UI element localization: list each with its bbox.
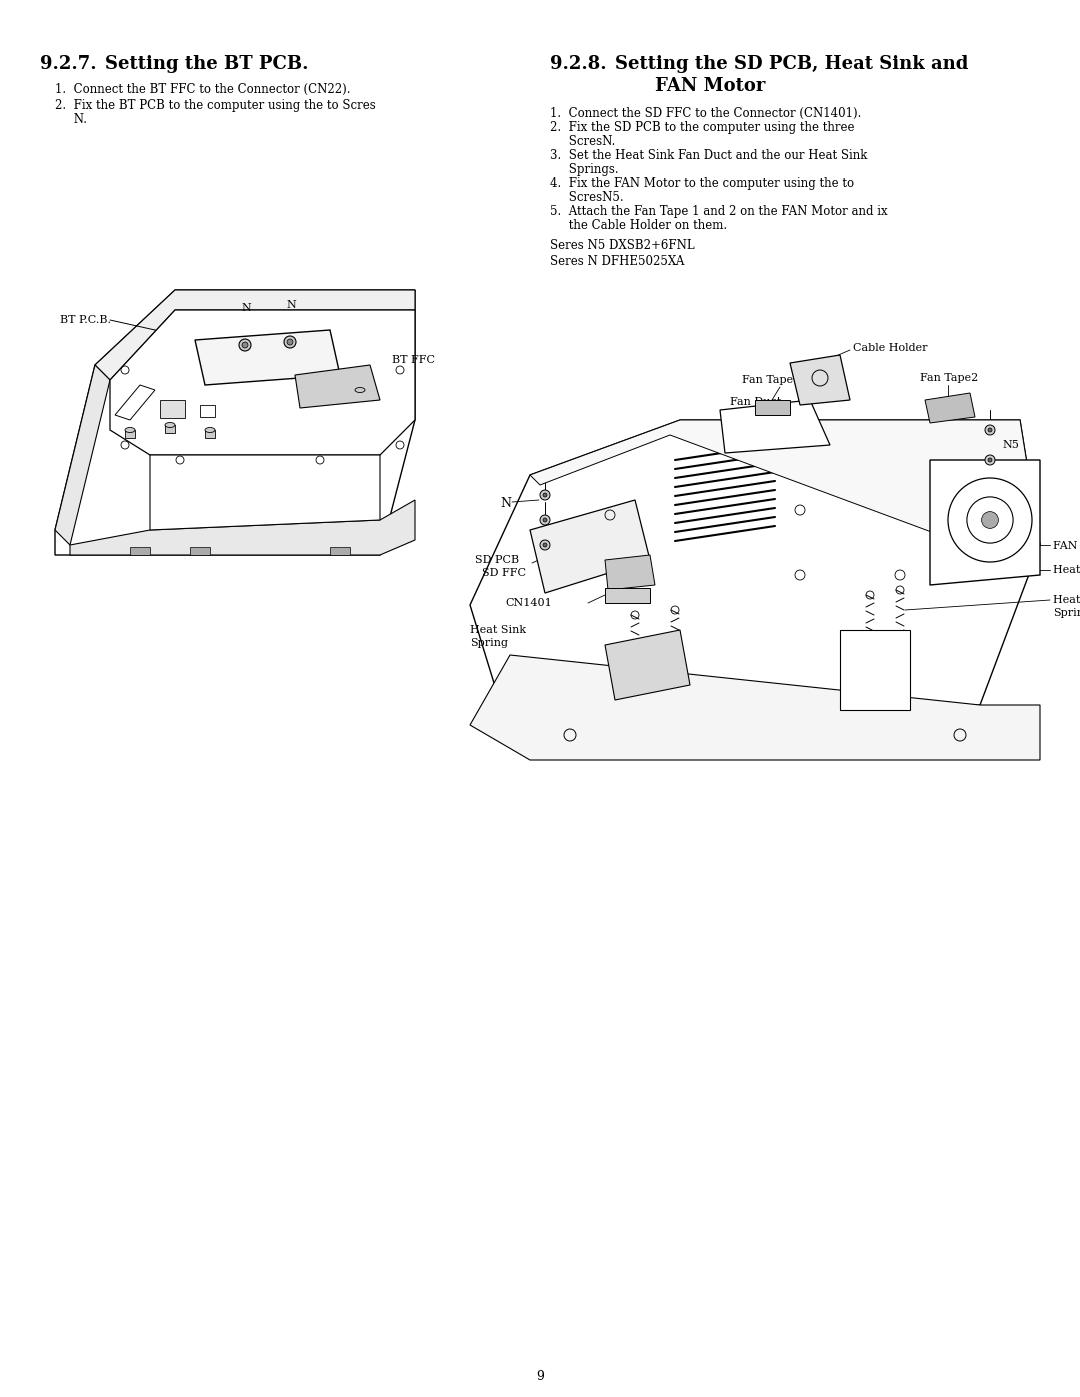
Text: Spring: Spring — [470, 638, 508, 648]
Circle shape — [988, 427, 993, 432]
Text: N5: N5 — [1002, 440, 1018, 450]
Polygon shape — [114, 386, 156, 420]
Text: Heat Sink: Heat Sink — [1053, 595, 1080, 605]
Polygon shape — [530, 500, 650, 592]
Circle shape — [540, 541, 550, 550]
Circle shape — [988, 458, 993, 462]
Circle shape — [239, 339, 251, 351]
Ellipse shape — [355, 387, 365, 393]
Text: Setting the SD PCB, Heat Sink and: Setting the SD PCB, Heat Sink and — [615, 54, 969, 73]
Bar — [130, 548, 150, 555]
Circle shape — [543, 493, 546, 497]
Bar — [165, 425, 175, 433]
Circle shape — [982, 511, 998, 528]
Text: Fan Tape1: Fan Tape1 — [742, 374, 800, 386]
Text: 2.  Fix the BT PCB to the computer using the to Scres: 2. Fix the BT PCB to the computer using … — [55, 99, 376, 112]
Text: Fan Duct: Fan Duct — [730, 397, 781, 407]
Bar — [355, 390, 365, 398]
Bar — [200, 405, 215, 416]
Text: 9: 9 — [536, 1370, 544, 1383]
Circle shape — [540, 490, 550, 500]
Polygon shape — [789, 355, 850, 405]
Text: BT P.C.B.: BT P.C.B. — [60, 314, 111, 326]
Text: Heat Sink: Heat Sink — [1053, 564, 1080, 576]
Polygon shape — [295, 365, 380, 408]
Text: SD FFC: SD FFC — [482, 569, 526, 578]
Polygon shape — [95, 291, 415, 380]
Text: N.: N. — [55, 113, 87, 126]
Bar — [190, 548, 210, 555]
Polygon shape — [470, 420, 1040, 735]
Text: SD PCB: SD PCB — [475, 555, 519, 564]
Polygon shape — [530, 420, 1040, 550]
Ellipse shape — [125, 427, 135, 433]
Polygon shape — [605, 630, 690, 700]
Bar — [840, 630, 910, 710]
Text: Seres N DFHE5025XA: Seres N DFHE5025XA — [550, 256, 685, 268]
Text: 1.  Connect the BT FFC to the Connector (CN22).: 1. Connect the BT FFC to the Connector (… — [55, 82, 351, 96]
Circle shape — [543, 518, 546, 522]
Text: Spring: Spring — [1053, 608, 1080, 617]
Polygon shape — [605, 555, 654, 590]
Polygon shape — [470, 655, 1040, 760]
Text: the Cable Holder on them.: the Cable Holder on them. — [550, 219, 727, 232]
Polygon shape — [55, 291, 415, 555]
Text: Fan Tape2: Fan Tape2 — [920, 373, 978, 383]
Bar — [755, 400, 789, 415]
Bar — [205, 430, 215, 439]
Text: ScresN5.: ScresN5. — [550, 191, 623, 204]
Text: N: N — [500, 497, 511, 510]
Text: 5.  Attach the Fan Tape 1 and 2 on the FAN Motor and ix: 5. Attach the Fan Tape 1 and 2 on the FA… — [550, 205, 888, 218]
Polygon shape — [110, 310, 415, 455]
Polygon shape — [930, 460, 1040, 585]
Text: Springs.: Springs. — [550, 163, 619, 176]
Bar — [125, 430, 135, 439]
Text: BT FFC: BT FFC — [392, 355, 435, 365]
Bar — [605, 588, 650, 604]
Circle shape — [242, 342, 248, 348]
Circle shape — [540, 515, 550, 525]
Ellipse shape — [205, 427, 215, 433]
Polygon shape — [150, 455, 380, 529]
Polygon shape — [720, 400, 831, 453]
Text: 1.  Connect the SD FFC to the Connector (CN1401).: 1. Connect the SD FFC to the Connector (… — [550, 108, 862, 120]
Polygon shape — [195, 330, 340, 386]
Text: N: N — [286, 300, 296, 310]
Text: CN1401: CN1401 — [505, 598, 552, 608]
Polygon shape — [70, 500, 415, 555]
Polygon shape — [924, 393, 975, 423]
Circle shape — [287, 339, 293, 345]
Circle shape — [284, 337, 296, 348]
Text: Cable Holder: Cable Holder — [853, 344, 928, 353]
Text: FAN Motor: FAN Motor — [1053, 541, 1080, 550]
Text: Seres N5 DXSB2+6FNL: Seres N5 DXSB2+6FNL — [550, 239, 694, 251]
Text: 2.  Fix the SD PCB to the computer using the three: 2. Fix the SD PCB to the computer using … — [550, 122, 854, 134]
Text: 4.  Fix the FAN Motor to the computer using the to: 4. Fix the FAN Motor to the computer usi… — [550, 177, 854, 190]
Text: FAN Motor: FAN Motor — [654, 77, 766, 95]
Ellipse shape — [165, 422, 175, 427]
Polygon shape — [55, 365, 110, 545]
Text: N: N — [241, 303, 251, 313]
Text: Setting the BT PCB.: Setting the BT PCB. — [105, 54, 309, 73]
Text: 3.  Set the Heat Sink Fan Duct and the our Heat Sink: 3. Set the Heat Sink Fan Duct and the ou… — [550, 149, 867, 162]
Text: ScresN.: ScresN. — [550, 136, 616, 148]
Bar — [330, 548, 350, 555]
Text: 9.2.8.: 9.2.8. — [550, 54, 607, 73]
Bar — [160, 400, 185, 418]
Text: Heat Sink: Heat Sink — [470, 624, 526, 636]
Circle shape — [985, 455, 995, 465]
Circle shape — [543, 543, 546, 548]
Text: 9.2.7.: 9.2.7. — [40, 54, 96, 73]
Circle shape — [985, 425, 995, 434]
